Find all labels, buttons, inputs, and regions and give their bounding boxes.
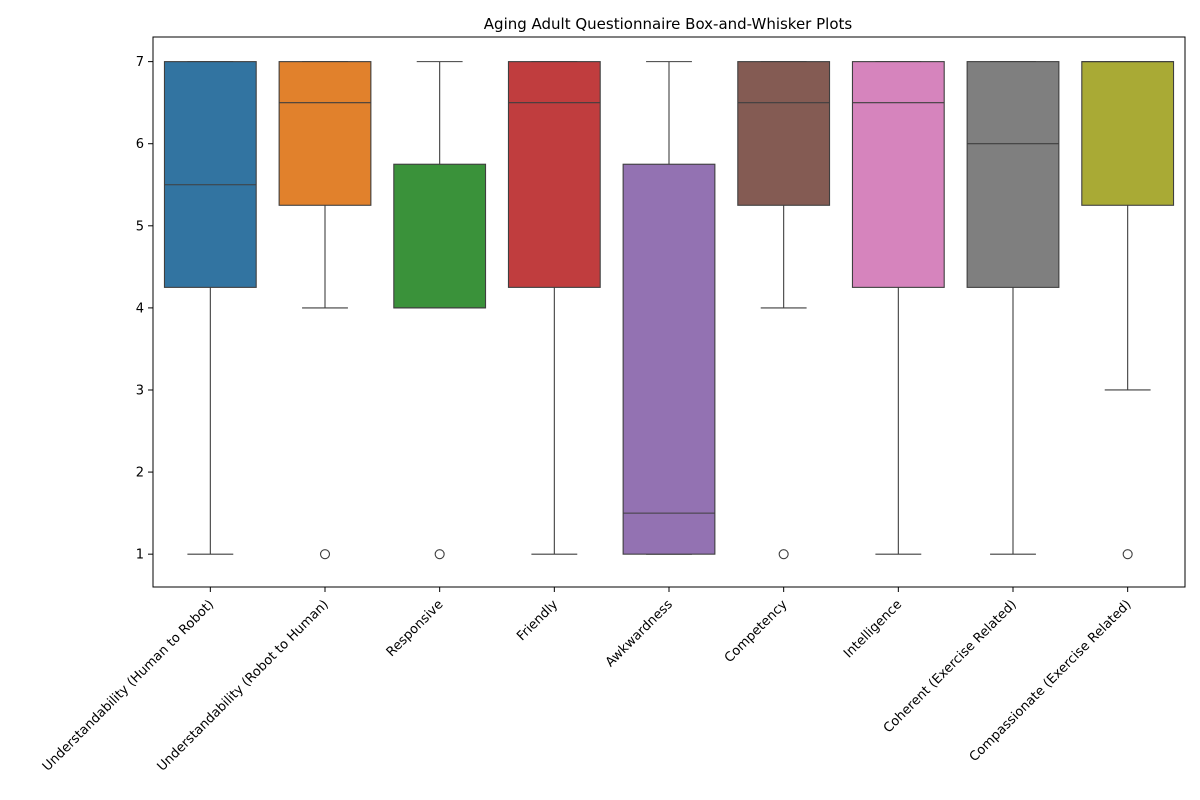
x-axis: Understandability (Human to Robot)Unders… xyxy=(40,587,1134,774)
box xyxy=(163,61,257,288)
y-tick-label: 5 xyxy=(136,219,144,234)
x-tick-label: Awkwardness xyxy=(603,597,676,670)
outlier-point xyxy=(778,549,789,560)
box xyxy=(278,61,372,206)
box xyxy=(393,163,487,309)
box xyxy=(966,61,1060,288)
box xyxy=(737,61,831,206)
y-axis: 1 2 3 4 5 6 7 xyxy=(136,55,153,563)
y-tick-label: 7 xyxy=(136,55,144,70)
plot-area xyxy=(163,61,1175,560)
box xyxy=(1081,61,1175,206)
box xyxy=(622,163,716,555)
x-tick-label: Friendly xyxy=(514,597,561,644)
plot-frame xyxy=(152,36,1186,588)
y-tick-label: 1 xyxy=(136,548,144,563)
y-tick-label: 6 xyxy=(136,137,144,152)
outlier-point xyxy=(1122,549,1133,560)
x-tick-label: Intelligence xyxy=(841,597,905,661)
x-tick-label: Responsive xyxy=(384,597,447,660)
y-tick-label: 3 xyxy=(136,383,144,398)
y-tick-label: 4 xyxy=(136,301,144,316)
x-tick-label: Coherent (Exercise Related) xyxy=(881,597,1020,736)
chart-title: Aging Adult Questionnaire Box-and-Whiske… xyxy=(484,15,853,33)
x-tick-label: Competency xyxy=(722,597,791,666)
y-tick-label: 2 xyxy=(136,466,144,481)
box xyxy=(507,61,601,288)
outlier-point xyxy=(319,549,331,560)
outlier-point xyxy=(434,549,445,560)
box xyxy=(851,61,945,288)
